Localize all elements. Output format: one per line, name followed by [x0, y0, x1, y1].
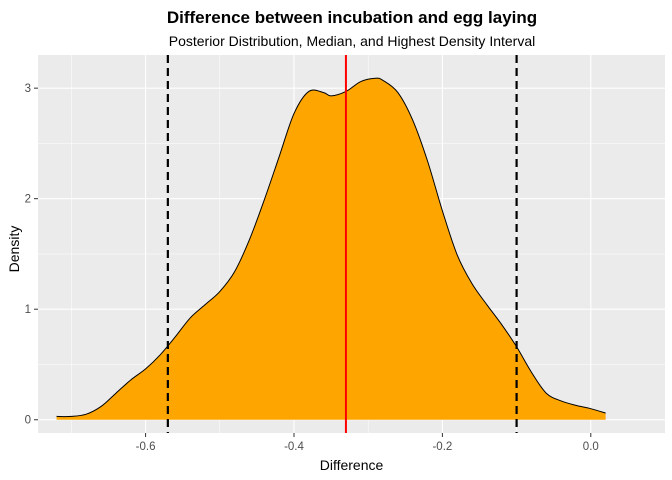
- x-tick-label: -0.6: [136, 441, 156, 453]
- density-area: [56, 78, 606, 420]
- y-tick-label: 2: [25, 194, 31, 206]
- axes: -0.6 -0.4 -0.2 0.0 0 1 2 3: [25, 83, 599, 453]
- x-tick-label: -0.4: [284, 441, 304, 453]
- x-axis-title: Difference: [320, 457, 384, 473]
- y-axis-title: Density: [6, 226, 22, 273]
- chart-title: Difference between incubation and egg la…: [167, 8, 537, 27]
- y-tick-label: 1: [25, 304, 31, 316]
- density-outline: [56, 77, 606, 418]
- y-tick-label: 3: [25, 83, 31, 95]
- x-tick-label: 0.0: [583, 441, 599, 453]
- x-tick-label: -0.2: [432, 441, 452, 453]
- reference-lines: [166, 55, 518, 433]
- chart-subtitle: Posterior Distribution, Median, and High…: [169, 33, 536, 49]
- y-tick-label: 0: [25, 415, 31, 427]
